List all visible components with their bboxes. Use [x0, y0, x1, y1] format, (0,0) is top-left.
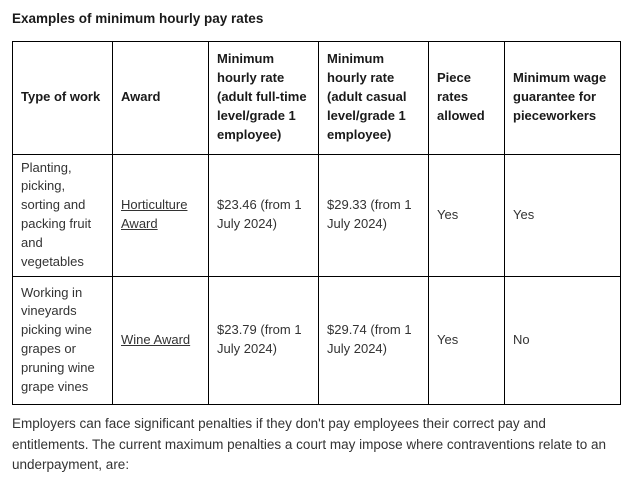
cell-type-of-work: Planting, picking, sorting and packing f…	[12, 153, 113, 277]
header-type-of-work: Type of work	[12, 40, 113, 155]
horticulture-award-link[interactable]: Horticulture Award	[121, 197, 188, 232]
cell-type-of-work: Working in vineyards picking wine grapes…	[12, 275, 113, 405]
header-award: Award	[112, 40, 209, 155]
header-fulltime-rate: Minimum hourly rate (adult full-time lev…	[208, 40, 319, 155]
header-casual-rate: Minimum hourly rate (adult casual level/…	[318, 40, 429, 155]
wine-award-link[interactable]: Wine Award	[121, 331, 191, 347]
header-piece-rates: Piece rates allowed	[428, 40, 505, 155]
pay-rates-table: Type of work Award Minimum hourly rate (…	[12, 40, 621, 405]
cell-casual-rate: $29.74 (from 1 July 2024)	[318, 275, 429, 405]
page-title: Examples of minimum hourly pay rates	[12, 11, 264, 26]
cell-wage-guarantee: No	[504, 275, 621, 405]
table-row: Working in vineyards picking wine grapes…	[12, 275, 621, 405]
cell-piece-rates: Yes	[428, 275, 505, 405]
table-row: Planting, picking, sorting and packing f…	[12, 153, 621, 277]
cell-fulltime-rate: $23.46 (from 1 July 2024)	[208, 153, 319, 277]
penalties-paragraph: Employers can face significant penalties…	[12, 415, 607, 473]
cell-fulltime-rate: $23.79 (from 1 July 2024)	[208, 275, 319, 405]
table-header-row: Type of work Award Minimum hourly rate (…	[12, 40, 621, 155]
cell-casual-rate: $29.33 (from 1 July 2024)	[318, 153, 429, 277]
header-wage-guarantee: Minimum wage guarantee for pieceworkers	[504, 40, 621, 155]
cell-award: Horticulture Award	[112, 153, 209, 277]
cell-wage-guarantee: Yes	[504, 153, 621, 277]
cell-piece-rates: Yes	[428, 153, 505, 277]
cell-award: Wine Award	[112, 275, 209, 405]
